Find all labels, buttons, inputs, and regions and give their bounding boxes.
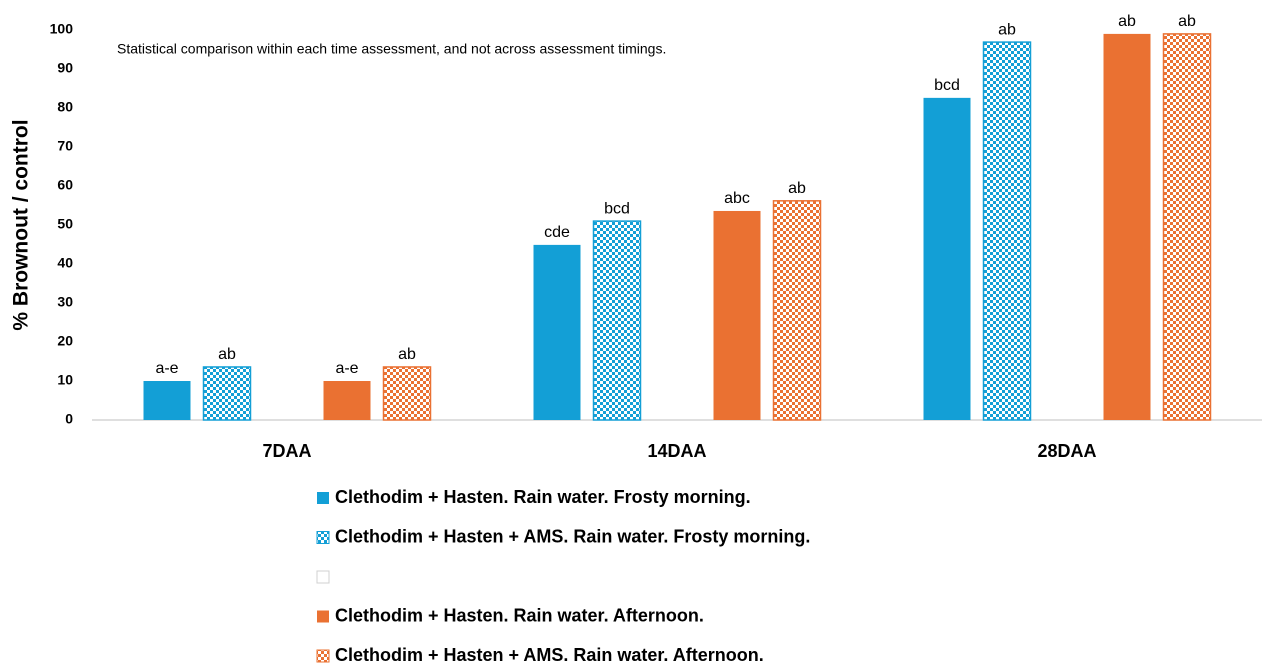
y-tick-label: 10 [57,372,73,388]
y-tick-label: 90 [57,60,73,76]
y-tick-label: 70 [57,138,73,154]
x-tick-label: 28DAA [1037,441,1096,461]
value-label: ab [998,21,1016,38]
bar [382,366,432,421]
bar [143,381,191,420]
legend-swatch [317,492,329,504]
x-tick-label: 14DAA [647,441,706,461]
bar [202,366,252,421]
legend-label: Clethodim + Hasten + AMS. Rain water. Af… [335,645,764,665]
value-label: cde [544,224,570,241]
bar [592,220,642,421]
bar [772,200,822,421]
y-tick-label: 60 [57,177,73,193]
bar [1103,33,1151,421]
bar [533,244,581,420]
value-label: bcd [604,200,630,217]
legend-label: Clethodim + Hasten. Rain water. Frosty m… [335,487,751,507]
value-label: a-e [335,360,358,377]
bar [982,41,1032,421]
value-label: ab [218,346,236,363]
y-tick-label: 100 [50,21,74,37]
value-label: ab [788,180,806,197]
bar [923,97,971,421]
legend-swatch [317,610,329,623]
legend-label: Clethodim + Hasten. Rain water. Afternoo… [335,605,704,625]
x-tick-label: 7DAA [262,441,311,461]
legend-label: Clethodim + Hasten + AMS. Rain water. Fr… [335,526,810,546]
value-label: bcd [934,77,960,94]
value-label: abc [724,190,750,207]
bar [323,381,371,420]
value-label: ab [398,346,416,363]
y-tick-label: 80 [57,99,73,115]
y-tick-label: 0 [65,411,73,427]
y-tick-label: 50 [57,216,73,232]
y-axis-label: % Brownout / control [10,119,33,330]
y-tick-label: 40 [57,255,73,271]
value-label: a-e [155,360,178,377]
legend-swatch [316,531,330,544]
annotation: Statistical comparison within each time … [117,41,666,57]
value-label: ab [1118,13,1136,30]
legend-swatch [316,570,330,584]
bar [1162,33,1212,421]
legend-swatch [316,649,330,663]
y-tick-label: 20 [57,333,73,349]
bar [713,210,761,420]
y-tick-label: 30 [57,294,73,310]
value-label: ab [1178,13,1196,30]
